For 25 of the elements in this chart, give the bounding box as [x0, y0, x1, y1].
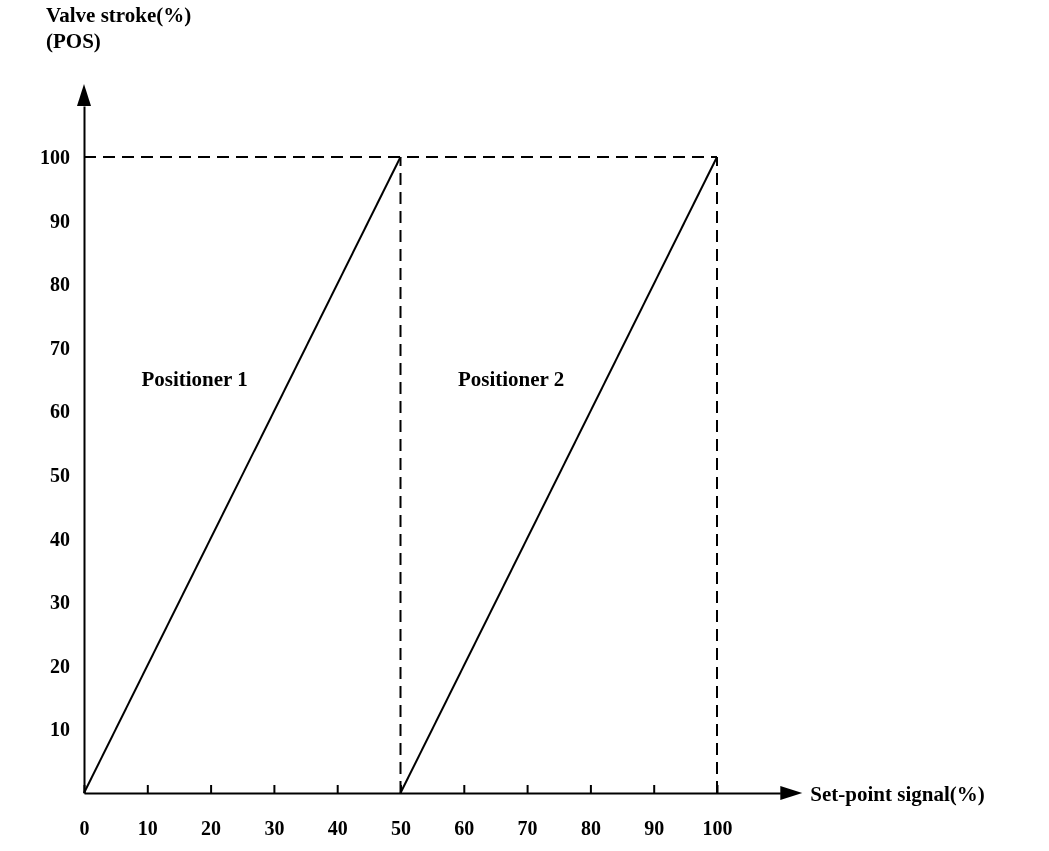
y-tick-label: 80 [50, 273, 70, 296]
x-tick-label: 100 [702, 817, 733, 840]
x-tick-label: 50 [391, 817, 411, 840]
x-tick-label: 0 [79, 817, 90, 840]
x-tick-label: 20 [201, 817, 222, 840]
x-tick-label: 30 [264, 817, 285, 840]
x-tick-label: 40 [327, 817, 348, 840]
y-tick-label: 20 [50, 654, 70, 677]
y-tick-label: 100 [40, 145, 70, 168]
x-tick-label: 60 [454, 817, 475, 840]
y-tick-label: 30 [50, 591, 70, 614]
series-label: Positioner 2 [457, 366, 565, 391]
series-label: Positioner 1 [141, 366, 248, 391]
x-tick-label: 90 [644, 817, 665, 840]
x-tick-label: 80 [580, 817, 601, 840]
y-axis-title: Valve stroke(%) (POS) [46, 3, 192, 53]
x-tick-label: 10 [137, 817, 158, 840]
y-tick-label: 70 [50, 336, 70, 359]
y-tick-label: 10 [50, 718, 70, 741]
x-tick-label: 70 [517, 817, 538, 840]
x-axis-title: Set-point signal(%) [810, 782, 985, 806]
y-tick-label: 50 [50, 463, 70, 486]
y-tick-label: 60 [50, 400, 70, 423]
y-tick-label: 40 [50, 527, 70, 550]
y-tick-label: 90 [50, 209, 70, 232]
